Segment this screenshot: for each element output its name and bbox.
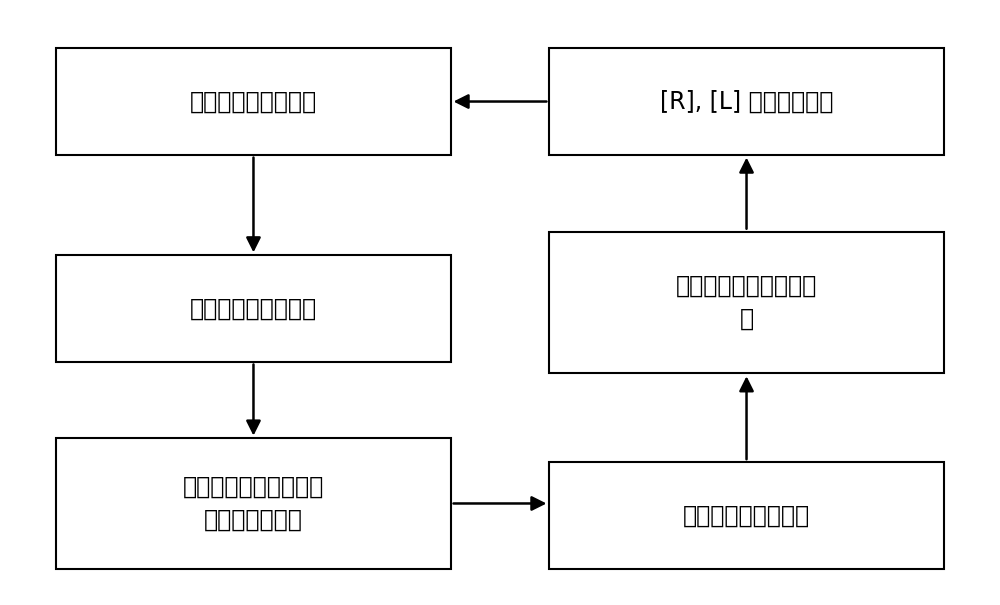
- Bar: [56, 48, 451, 155]
- Bar: [549, 232, 944, 373]
- Text: 构建有限元耦合模型: 构建有限元耦合模型: [190, 90, 317, 114]
- Text: [R], [L] 参数矩阵获取: [R], [L] 参数矩阵获取: [660, 90, 833, 114]
- Bar: [549, 462, 944, 569]
- Bar: [549, 48, 944, 155]
- Text: 获取绕组与阻尼条电流
分布及转子位置: 获取绕组与阻尼条电流 分布及转子位置: [183, 475, 324, 532]
- Bar: [56, 439, 451, 569]
- Text: 求解磁场非线性材料状
态: 求解磁场非线性材料状 态: [676, 273, 817, 332]
- Text: 节点电压法求解方程: 节点电压法求解方程: [190, 296, 317, 321]
- Text: 激励设置与网格剖分: 激励设置与网格剖分: [683, 503, 810, 528]
- Bar: [56, 255, 451, 362]
